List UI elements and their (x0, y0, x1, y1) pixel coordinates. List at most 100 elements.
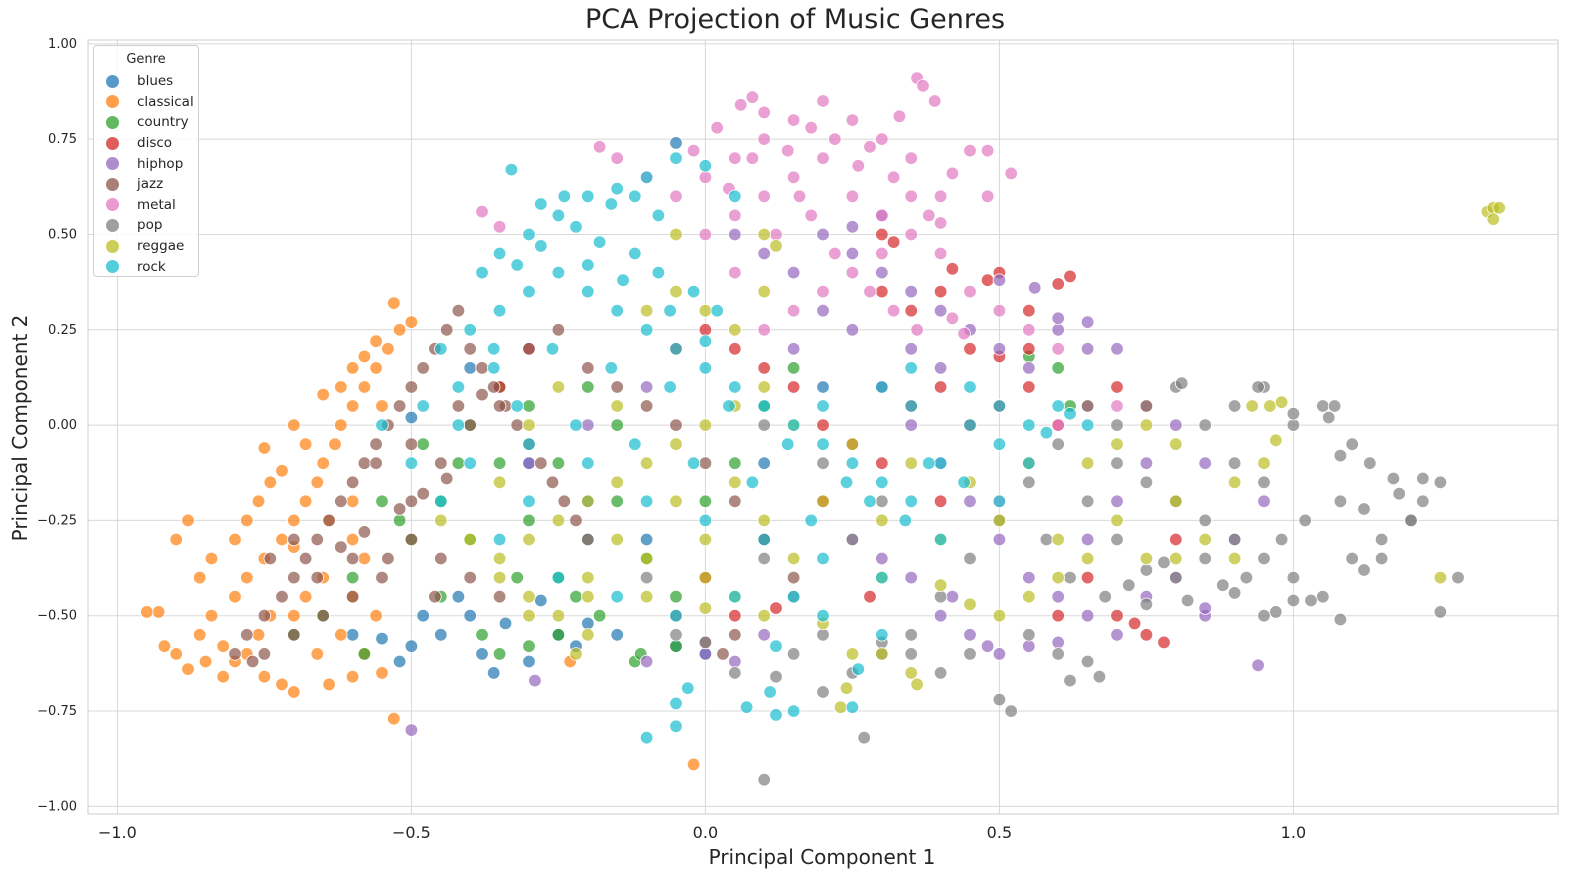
data-point-pop (1022, 628, 1036, 642)
data-point-classical (334, 628, 348, 642)
data-point-pop (1286, 418, 1301, 432)
data-point-pop (1051, 647, 1065, 661)
data-point-reggae (1227, 475, 1242, 490)
data-point-rock (651, 265, 666, 280)
data-point-rock (904, 399, 918, 413)
data-point-rock (1051, 399, 1065, 413)
data-point-rock (434, 342, 448, 356)
data-point-metal (757, 323, 771, 337)
data-point-metal (992, 304, 1007, 318)
data-point-disco (933, 284, 948, 299)
data-point-metal (786, 304, 801, 318)
data-point-classical (334, 380, 348, 394)
data-point-country (728, 456, 742, 470)
data-point-rock (604, 197, 619, 211)
data-point-disco (1051, 277, 1065, 291)
data-point-classical (310, 647, 325, 661)
data-point-metal (933, 216, 948, 230)
data-point-rock (804, 513, 818, 528)
data-point-jazz (275, 590, 289, 604)
data-point-classical (287, 609, 301, 623)
data-point-reggae (669, 437, 683, 451)
data-point-classical (228, 590, 242, 604)
data-point-classical (228, 532, 242, 547)
data-point-pop (1110, 456, 1124, 470)
data-point-pop (1286, 407, 1301, 421)
data-point-metal (980, 143, 995, 158)
data-point-classical (157, 639, 172, 653)
data-point-classical (287, 513, 301, 528)
data-point-pop (1110, 532, 1124, 547)
data-point-pop (1327, 399, 1342, 413)
data-point-blues (345, 628, 360, 642)
data-point-jazz (322, 513, 336, 528)
data-point-reggae (698, 304, 713, 318)
legend-label: country (137, 114, 189, 131)
data-point-rock (557, 189, 572, 204)
data-point-pop (1122, 578, 1136, 592)
data-point-hiphop (963, 628, 977, 642)
data-point-jazz (716, 647, 730, 661)
data-point-pop (1257, 475, 1271, 490)
data-point-hiphop (757, 628, 771, 642)
data-point-rock (610, 181, 624, 196)
data-point-metal (963, 284, 977, 299)
data-point-metal (1051, 342, 1065, 356)
data-point-rock (922, 456, 936, 470)
data-point-rock (769, 708, 783, 722)
data-point-classical (257, 670, 272, 684)
data-point-hiphop (980, 639, 995, 653)
data-point-rock (992, 494, 1007, 509)
data-point-metal (1022, 323, 1036, 337)
data-point-rock (933, 532, 948, 547)
data-point-rock (875, 380, 889, 394)
data-point-rock (487, 361, 501, 375)
data-point-metal (786, 113, 801, 127)
data-point-pop (1180, 593, 1195, 608)
legend-marker (106, 74, 119, 88)
data-point-pop (1416, 471, 1430, 486)
data-point-rock (569, 418, 583, 432)
data-point-rock (628, 189, 642, 204)
data-point-disco (875, 456, 889, 470)
legend-label: rock (137, 258, 166, 275)
data-point-reggae (1274, 395, 1289, 409)
data-point-reggae (1051, 532, 1065, 547)
data-point-reggae (463, 532, 477, 547)
data-point-blues (434, 628, 448, 642)
data-point-rock (610, 590, 624, 604)
data-point-blues (392, 654, 407, 669)
data-point-hiphop (875, 551, 889, 566)
data-point-pop (1404, 513, 1418, 528)
data-point-reggae (1080, 456, 1095, 470)
data-point-reggae (757, 609, 771, 623)
data-point-pop (1269, 605, 1283, 619)
data-point-rock (698, 159, 713, 173)
data-point-metal (757, 132, 771, 146)
data-point-jazz (287, 570, 301, 585)
data-point-rock (628, 437, 642, 451)
data-point-rock (698, 513, 713, 528)
data-point-hiphop (845, 246, 860, 261)
chart-title: PCA Projection of Music Genres (584, 4, 1006, 35)
data-point-hiphop (875, 265, 889, 280)
data-point-reggae (1227, 551, 1242, 566)
data-point-reggae (1139, 418, 1154, 432)
y-tick-label: −0.25 (37, 513, 77, 528)
legend: Genre blues classical country disco hiphop ja… (93, 45, 199, 277)
data-point-classical (181, 513, 195, 528)
data-point-rock (875, 570, 889, 585)
data-point-country (375, 494, 389, 509)
data-point-rock (492, 532, 507, 547)
data-point-rock (534, 239, 548, 253)
data-point-metal (610, 151, 624, 165)
data-point-reggae (434, 513, 448, 528)
data-point-blues (534, 593, 548, 608)
data-point-classical (375, 666, 389, 680)
legend-marker (106, 136, 119, 150)
data-point-pop (963, 647, 977, 661)
data-point-disco (1110, 380, 1124, 394)
data-point-jazz (698, 456, 713, 470)
data-point-jazz (404, 532, 419, 547)
data-point-metal (851, 159, 866, 173)
